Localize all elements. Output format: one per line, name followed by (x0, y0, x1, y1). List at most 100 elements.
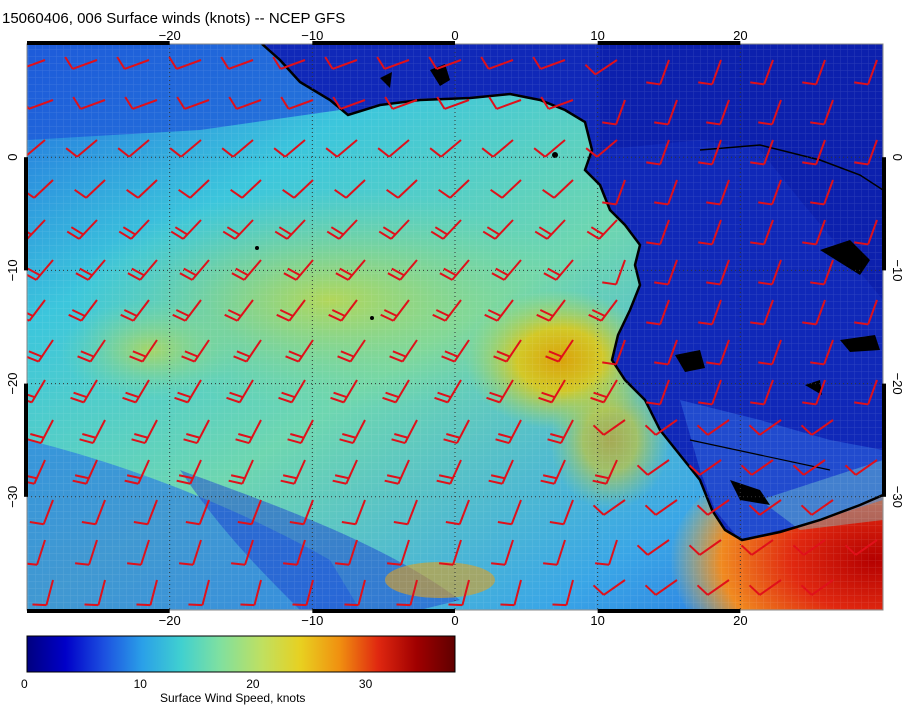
wind-barb (490, 179, 522, 199)
wind-barb (644, 499, 678, 516)
wind-barb (226, 379, 254, 404)
wind-barb (800, 579, 834, 596)
wind-barb (549, 499, 574, 526)
wind-barb (382, 379, 410, 404)
lon-tick-label-bottom: 0 (451, 613, 458, 628)
wind-barb (27, 379, 46, 404)
wind-barb (698, 379, 722, 406)
wind-barb (27, 259, 54, 281)
wind-barb (654, 259, 678, 286)
wind-barb (231, 539, 254, 566)
wind-barb (486, 379, 514, 404)
map-border-bars (24, 41, 886, 613)
wind-barb (646, 299, 670, 326)
wind-barb (491, 259, 522, 281)
wind-barb (646, 59, 670, 86)
wind-barb (181, 339, 210, 363)
wind-barb (396, 579, 418, 607)
wind-barb (27, 539, 46, 566)
wind-barb (428, 56, 462, 70)
wind-barb (854, 299, 878, 326)
wind-barb (176, 459, 202, 485)
wind-barb (188, 579, 210, 607)
wind-barb (325, 139, 358, 158)
wind-barb (540, 459, 566, 485)
lat-tick-label-left: −10 (5, 259, 20, 281)
wind-barb (644, 419, 678, 436)
wind-barb (688, 539, 722, 556)
wind-barb (602, 259, 626, 286)
wind-barb (129, 339, 158, 363)
wind-barb (698, 219, 722, 246)
wind-barb (376, 56, 410, 70)
wind-barb (810, 339, 834, 366)
wind-barb (185, 499, 210, 526)
wind-barb (228, 459, 254, 485)
wind-barb (758, 179, 782, 206)
lon-tick-label-bottom: −20 (159, 613, 181, 628)
wind-barb (136, 579, 158, 607)
wind-barb (748, 499, 782, 516)
wind-barb (495, 419, 522, 445)
wind-barb (750, 59, 774, 86)
wind-barb (534, 219, 566, 240)
wind-barb (233, 339, 262, 363)
wind-barb (493, 339, 522, 363)
lon-tick-label-top: 20 (733, 28, 747, 43)
wind-barb (77, 339, 106, 363)
wind-barb (584, 59, 618, 76)
wind-barb (27, 339, 54, 363)
wind-barb (542, 179, 574, 199)
wind-barb (292, 579, 314, 607)
wind-barb (592, 579, 626, 596)
wind-barb (698, 59, 722, 86)
wind-barb (706, 339, 730, 366)
wind-barb (133, 499, 158, 526)
wind-barb (328, 299, 358, 322)
wind-barb (540, 96, 574, 110)
wind-barb (543, 259, 574, 281)
wind-barb (274, 219, 306, 240)
wind-barbs (27, 56, 878, 607)
wind-barb (740, 539, 774, 556)
wind-barb (500, 579, 522, 607)
wind-barb (439, 259, 470, 281)
wind-barb (127, 539, 150, 566)
wind-barb (393, 499, 418, 526)
lon-tick-label-bottom: −10 (301, 613, 323, 628)
wind-barb (532, 56, 566, 70)
wind-barb (70, 379, 98, 404)
wind-barb (595, 539, 618, 566)
wind-barb (230, 179, 262, 199)
wind-barb (283, 259, 314, 281)
wind-barb (228, 96, 262, 110)
wind-barb (636, 459, 670, 476)
wind-barb (590, 379, 618, 404)
wind-barb (802, 379, 826, 406)
wind-barb (696, 579, 730, 596)
wind-barb (654, 99, 678, 126)
lat-tick-label-right: −30 (890, 486, 905, 508)
wind-barb (29, 499, 54, 526)
wind-barb (441, 339, 470, 363)
wind-barb (276, 299, 306, 322)
wind-barb (552, 579, 574, 607)
wind-barb (438, 179, 470, 199)
lat-tick-label-right: −10 (890, 259, 905, 281)
wind-barb (844, 539, 878, 556)
wind-barb (172, 299, 202, 322)
wind-barb (75, 259, 106, 281)
wind-barb (698, 139, 722, 166)
lon-tick-label-top: −20 (159, 28, 181, 43)
border-bar-left (24, 157, 28, 271)
wind-barb (602, 179, 626, 206)
wind-barb (330, 379, 358, 404)
wind-barb (179, 539, 202, 566)
wind-barb (237, 499, 262, 526)
wind-barb (588, 299, 618, 322)
lon-tick-label-bottom: 10 (590, 613, 604, 628)
wind-barb (66, 219, 98, 240)
wind-barb (282, 179, 314, 199)
wind-barb (240, 579, 262, 607)
